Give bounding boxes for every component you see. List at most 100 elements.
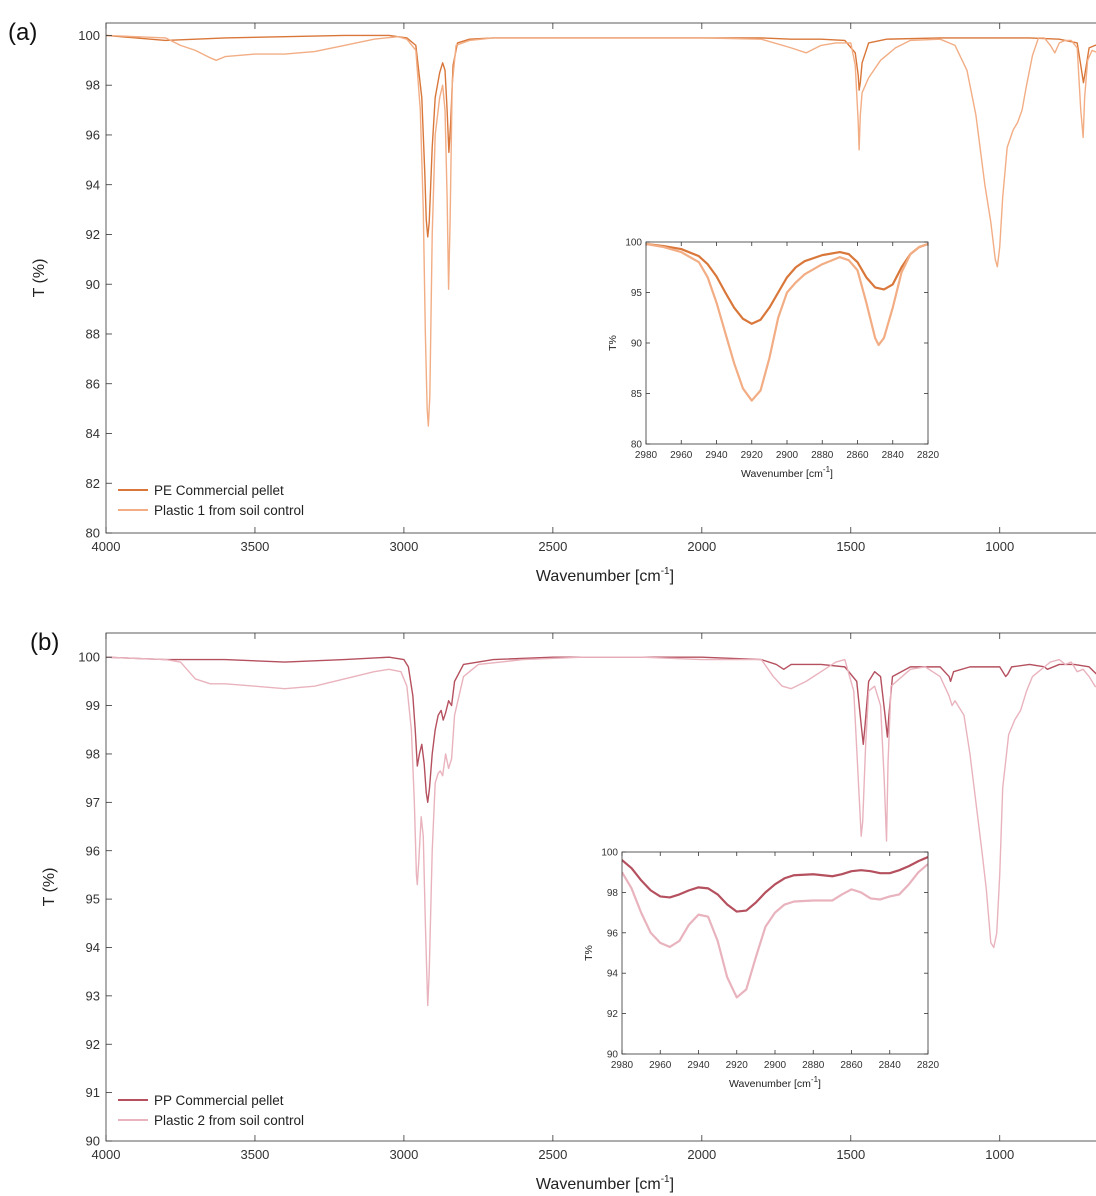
panel-b-legend: PP Commercial pellet Plastic 2 from soil … (118, 1093, 304, 1128)
panel-a-legend-label-2: Plastic 1 from soil control (154, 503, 304, 518)
panel-a-y-axis-label: T (%) (31, 259, 48, 298)
panel-a-y-tick-label: 86 (86, 376, 100, 391)
panel-a-inset-y-tick-label: 90 (631, 339, 643, 350)
panel-a-inset-y-tick-label: 80 (631, 440, 643, 451)
panel-a-legend: PE Commercial pellet Plastic 1 from soil … (118, 483, 304, 518)
panel-b-inset-x-tick-label: 2820 (917, 1060, 940, 1071)
panel-a-inset-axes: 2980 2960 2940 2920 2900 2880 2860 2840 2820 80 85… (607, 238, 940, 481)
panel-b-y-axis-label: T (%) (41, 868, 58, 907)
panel-b-inset-y-tick-label: 98 (607, 888, 619, 899)
panel-b-x-tick-label: 1500 (836, 1147, 865, 1162)
panel-b-axes: 4000 3500 3000 2500 2000 1500 1000 90 91 92 93 94 95… (41, 632, 1096, 1193)
panel-a-inset-x-tick-label: 2880 (811, 450, 834, 461)
panel-b-y-tick-label: 96 (86, 843, 100, 858)
panel-a-inset-y-tick-label: 85 (631, 389, 643, 400)
panel-b-inset-y-tick-label: 96 (607, 928, 619, 939)
panel-a-x-tick-label: 1500 (836, 539, 865, 554)
panel-b-inset-x-tick-label: 2960 (649, 1060, 672, 1071)
panel-b-x-tick-label: 1000 (985, 1147, 1014, 1162)
panel-b-inset-axes: 2980 2960 2940 2920 2900 2880 2860 2840 2820 90 92… (583, 848, 940, 1091)
panel-b-inset-x-tick-label: 2840 (879, 1060, 902, 1071)
panel-a-inset-x-tick-label: 2820 (917, 450, 940, 461)
panel-a-inset-y-tick-label: 95 (631, 288, 643, 299)
panel-b-inset-x-tick-label: 2900 (764, 1060, 787, 1071)
panel-b-x-axis-label: Wavenumber [cm-1] (536, 1174, 674, 1193)
panel-b-y-tick-label: 93 (86, 988, 100, 1003)
panel-b-inset-x-tick-label: 2980 (611, 1060, 634, 1071)
panel-b-y-tick-label: 91 (86, 1085, 100, 1100)
panel-a-inset-series-line-1 (646, 242, 928, 325)
panel-b-x-tick-label: 2500 (538, 1147, 567, 1162)
panel-b-inset-background (622, 852, 928, 1054)
panel-a-inset-y-axis-label: T% (607, 335, 619, 351)
panel-b-inset-y-tick-label: 100 (601, 848, 618, 859)
panel-b-x-tick-label: 2000 (687, 1147, 716, 1162)
panel-a-y-tick-label: 98 (86, 78, 100, 93)
panel-b-inset-x-axis-label: Wavenumber [cm-1] (729, 1075, 821, 1090)
panel-a-inset-x-tick-label: 2920 (741, 450, 764, 461)
panel-b-inset-y-tick-label: 92 (607, 1009, 619, 1020)
panel-b-inset-series-line-2 (622, 863, 928, 999)
panel-b-legend-label-2: Plastic 2 from soil control (154, 1113, 304, 1128)
panel-a-inset-x-tick-label: 2840 (882, 450, 905, 461)
panel-b-inset-series-group (622, 856, 928, 999)
panel-a-x-axis-label: Wavenumber [cm-1] (536, 566, 674, 585)
panel-b-y-tick-label: 98 (86, 747, 100, 762)
panel-b-y-tick-label: 97 (86, 795, 100, 810)
panel-b-y-tick-label: 90 (86, 1134, 100, 1149)
panel-b-y-tick-label: 94 (86, 940, 100, 955)
panel-b-inset-y-axis-label: T% (583, 945, 595, 961)
panel-a-inset-x-tick-label: 2860 (846, 450, 869, 461)
panel-a-inset-background (646, 242, 928, 444)
panel-b-x-tick-label: 4000 (92, 1147, 121, 1162)
panel-a-y-tick-label: 90 (86, 277, 100, 292)
panel-a-label: (a) (8, 19, 37, 46)
panel-b-inset-x-tick-label: 2880 (802, 1060, 825, 1071)
panel-a-y-tick-label: 84 (86, 426, 100, 441)
panel-a-y-tick-label: 96 (86, 128, 100, 143)
panel-b-label: (b) (30, 629, 59, 656)
panel-a-x-tick-label: 2000 (687, 539, 716, 554)
panel-b-series-line-2 (106, 656, 1096, 1007)
panel-b-legend-label-1: PP Commercial pellet (154, 1093, 284, 1108)
panel-a-axes: 4000 3500 3000 2500 2000 1500 1000 80 82 84 86 88 90… (31, 22, 1096, 585)
panel-a-inset-x-axis-label: Wavenumber [cm-1] (741, 465, 833, 480)
panel-a-series-group (106, 34, 1096, 427)
panel-b-series-group (106, 656, 1096, 1007)
panel-a-y-tick-label: 82 (86, 476, 100, 491)
panel-a-inset-y-tick-label: 100 (625, 238, 642, 249)
panel-b-inset-y-tick-label: 94 (607, 969, 619, 980)
panel-a-x-tick-label: 1000 (985, 539, 1014, 554)
panel-b-inset-x-tick-label: 2920 (726, 1060, 749, 1071)
panel-a-inset-series-line-2 (646, 242, 928, 402)
panel-b-inset-x-tick-label: 2860 (840, 1060, 863, 1071)
panel-a-y-tick-label: 94 (86, 177, 100, 192)
panel-b-x-tick-label: 3500 (240, 1147, 269, 1162)
panel-a-inset-series-group (646, 242, 928, 402)
panel-b-inset-x-tick-label: 2940 (687, 1060, 710, 1071)
panel-a-frame (105, 22, 1096, 534)
panel-a-series-line-1 (106, 34, 1096, 238)
panel-a-y-tick-label: 100 (78, 28, 100, 43)
panel-b-x-tick-label: 3000 (389, 1147, 418, 1162)
panel-b-inset-series-line-1 (622, 856, 928, 913)
panel-b-frame (105, 632, 1096, 1142)
panel-a-legend-label-1: PE Commercial pellet (154, 483, 284, 498)
panel-b-series-line-1 (106, 656, 1096, 804)
panel-a-series-line-2 (106, 34, 1096, 427)
panel-a-inset-x-tick-label: 2900 (776, 450, 799, 461)
panel-b-inset-y-tick-label: 90 (607, 1050, 619, 1061)
panel-a-x-tick-label: 4000 (92, 539, 121, 554)
panel-a-y-tick-label: 80 (86, 526, 100, 541)
panel-a-inset-x-tick-label: 2960 (670, 450, 693, 461)
panel-a-x-tick-label: 3500 (240, 539, 269, 554)
panel-a-x-tick-label: 3000 (389, 539, 418, 554)
panel-a-inset-x-tick-label: 2940 (705, 450, 728, 461)
panel-a-y-tick-label: 88 (86, 327, 100, 342)
panel-b-y-tick-label: 95 (86, 892, 100, 907)
panel-b-y-tick-label: 99 (86, 698, 100, 713)
panel-b-y-tick-label: 100 (78, 650, 100, 665)
panel-a-x-tick-label: 2500 (538, 539, 567, 554)
